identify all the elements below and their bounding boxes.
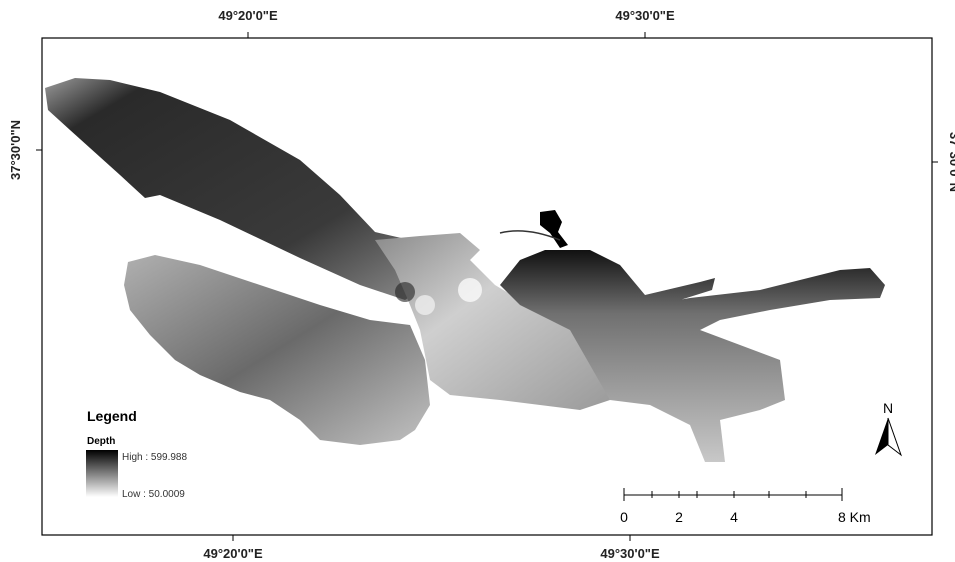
legend-field: Depth <box>87 436 115 447</box>
scale-label: 8 Km <box>838 509 871 525</box>
north-arrow: N <box>875 400 901 455</box>
lagoon <box>45 78 885 462</box>
scale-label: 2 <box>675 509 683 525</box>
page: {"map": { "top_labels": ["49°20'0\"E", "… <box>0 0 955 562</box>
top-coord: 49°20'0"E <box>218 8 278 23</box>
scale-label: 0 <box>620 509 628 525</box>
legend-title: Legend <box>87 408 137 424</box>
right-coord: 37°30'0"N <box>947 132 955 192</box>
bottom-coord: 49°20'0"E <box>203 546 263 561</box>
map: 49°20'0"E 49°30'0"E 49°20'0"E 49°30'0"E … <box>0 0 955 562</box>
legend-ramp <box>86 450 118 497</box>
top-coord: 49°30'0"E <box>615 8 675 23</box>
legend-high: High : 599.988 <box>122 452 187 463</box>
legend-low: Low : 50.0009 <box>122 489 185 500</box>
bottom-coord: 49°30'0"E <box>600 546 660 561</box>
scale-bar <box>624 488 842 501</box>
legend: Legend Depth High : 599.988 Low : 50.000… <box>86 408 187 500</box>
scale-label: 4 <box>730 509 738 525</box>
left-coord: 37°30'0"N <box>8 120 23 180</box>
north-label: N <box>883 400 893 416</box>
